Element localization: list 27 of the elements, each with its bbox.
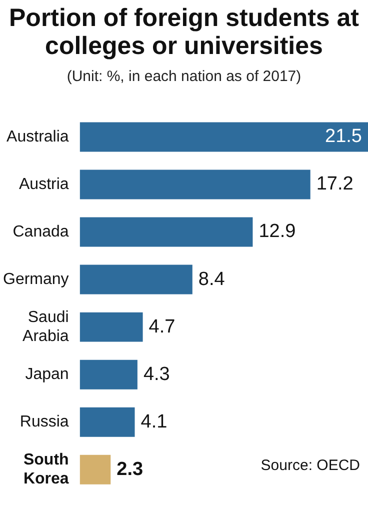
- data-label: 4.1: [140, 411, 168, 432]
- chart-title: Portion of foreign students at colleges or universities: [8, 4, 360, 60]
- bar: [80, 264, 192, 294]
- y-tick-label: Japan: [25, 366, 69, 383]
- data-label: 12.9: [258, 221, 296, 242]
- data-label: 4.7: [148, 316, 176, 338]
- chart-subtitle: (Unit: %, in each nation as of 2017): [66, 68, 302, 85]
- y-tick-label: Saudi Arabia: [22, 308, 69, 346]
- data-label: 21.5: [325, 126, 362, 148]
- bar: [80, 407, 135, 437]
- y-tick-label: Australia: [6, 128, 69, 146]
- bar: [80, 170, 310, 200]
- y-tick-label: Canada: [12, 223, 69, 240]
- y-tick-label: South Korea: [23, 451, 69, 488]
- bar: [80, 454, 111, 484]
- y-tick-label: Germany: [3, 270, 69, 288]
- data-label: 2.3: [116, 458, 144, 480]
- data-label: 17.2: [316, 174, 354, 195]
- bar: [80, 312, 143, 342]
- y-tick-label: Austria: [19, 176, 69, 193]
- bar: [80, 122, 368, 152]
- bar: [80, 217, 253, 247]
- bar: [80, 360, 138, 390]
- y-tick-label: Russia: [20, 414, 69, 431]
- data-label: 8.4: [198, 268, 226, 290]
- data-label: 4.3: [143, 364, 170, 385]
- annotation: Source: OECD: [260, 457, 360, 474]
